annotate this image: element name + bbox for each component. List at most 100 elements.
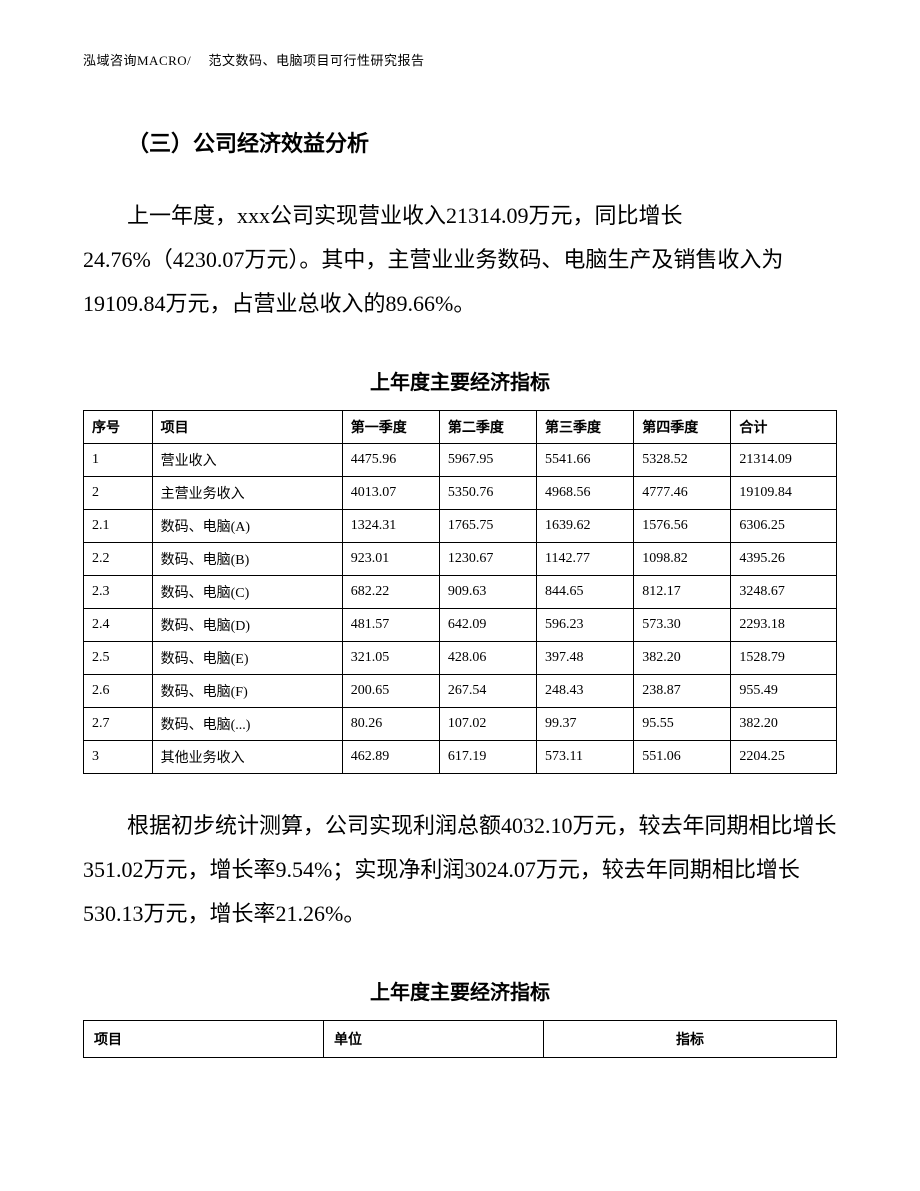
table-cell: 19109.84 xyxy=(731,476,837,509)
table1-body: 1营业收入4475.965967.955541.665328.5221314.0… xyxy=(84,443,837,773)
table1: 序号 项目 第一季度 第二季度 第三季度 第四季度 合计 1营业收入4475.9… xyxy=(83,410,837,774)
table-cell: 573.11 xyxy=(537,740,634,773)
table2: 项目 单位 指标 xyxy=(83,1020,837,1058)
table-cell: 5328.52 xyxy=(634,443,731,476)
table1-h5: 第四季度 xyxy=(634,410,731,443)
table-cell: 596.23 xyxy=(537,608,634,641)
table-cell: 321.05 xyxy=(342,641,439,674)
table-cell: 2293.18 xyxy=(731,608,837,641)
page-header: 泓域咨询MACRO/ 范文数码、电脑项目可行性研究报告 xyxy=(83,50,837,69)
table-cell: 其他业务收入 xyxy=(152,740,342,773)
table1-h6: 合计 xyxy=(731,410,837,443)
table-cell: 382.20 xyxy=(634,641,731,674)
table-cell: 428.06 xyxy=(439,641,536,674)
table1-h4: 第三季度 xyxy=(537,410,634,443)
section-heading: （三）公司经济效益分析 xyxy=(83,124,837,164)
table-row: 2.2数码、电脑(B)923.011230.671142.771098.8243… xyxy=(84,542,837,575)
table-cell: 4395.26 xyxy=(731,542,837,575)
table-cell: 462.89 xyxy=(342,740,439,773)
table-cell: 2.6 xyxy=(84,674,153,707)
table-cell: 6306.25 xyxy=(731,509,837,542)
table-cell: 4777.46 xyxy=(634,476,731,509)
table-cell: 数码、电脑(...) xyxy=(152,707,342,740)
table-row: 2.1数码、电脑(A)1324.311765.751639.621576.566… xyxy=(84,509,837,542)
table-cell: 107.02 xyxy=(439,707,536,740)
table-cell: 数码、电脑(D) xyxy=(152,608,342,641)
table-cell: 2.5 xyxy=(84,641,153,674)
table2-h0: 项目 xyxy=(84,1020,324,1057)
table-row: 2.3数码、电脑(C)682.22909.63844.65812.173248.… xyxy=(84,575,837,608)
table1-h2: 第一季度 xyxy=(342,410,439,443)
table-cell: 21314.09 xyxy=(731,443,837,476)
table-cell: 573.30 xyxy=(634,608,731,641)
table2-header-row: 项目 单位 指标 xyxy=(84,1020,837,1057)
table-cell: 5967.95 xyxy=(439,443,536,476)
table-cell: 642.09 xyxy=(439,608,536,641)
table2-h1: 单位 xyxy=(324,1020,544,1057)
table-cell: 5541.66 xyxy=(537,443,634,476)
table1-h0: 序号 xyxy=(84,410,153,443)
table-row: 2.6数码、电脑(F)200.65267.54248.43238.87955.4… xyxy=(84,674,837,707)
table-cell: 2.7 xyxy=(84,707,153,740)
table-cell: 5350.76 xyxy=(439,476,536,509)
table-row: 3其他业务收入462.89617.19573.11551.062204.25 xyxy=(84,740,837,773)
paragraph-1: 上一年度，xxx公司实现营业收入21314.09万元，同比增长24.76%（42… xyxy=(83,194,837,326)
table-cell: 99.37 xyxy=(537,707,634,740)
table-cell: 1 xyxy=(84,443,153,476)
table-cell: 1528.79 xyxy=(731,641,837,674)
table-cell: 3 xyxy=(84,740,153,773)
table-cell: 909.63 xyxy=(439,575,536,608)
table-cell: 238.87 xyxy=(634,674,731,707)
table1-h1: 项目 xyxy=(152,410,342,443)
table-cell: 267.54 xyxy=(439,674,536,707)
table-cell: 1142.77 xyxy=(537,542,634,575)
table-row: 2.5数码、电脑(E)321.05428.06397.48382.201528.… xyxy=(84,641,837,674)
table-cell: 数码、电脑(F) xyxy=(152,674,342,707)
table-cell: 80.26 xyxy=(342,707,439,740)
table-cell: 397.48 xyxy=(537,641,634,674)
table-cell: 1765.75 xyxy=(439,509,536,542)
table-cell: 3248.67 xyxy=(731,575,837,608)
table-cell: 844.65 xyxy=(537,575,634,608)
table-cell: 数码、电脑(C) xyxy=(152,575,342,608)
table-row: 2.7数码、电脑(...)80.26107.0299.3795.55382.20 xyxy=(84,707,837,740)
paragraph-2: 根据初步统计测算，公司实现利润总额4032.10万元，较去年同期相比增长351.… xyxy=(83,804,837,936)
table-row: 2.4数码、电脑(D)481.57642.09596.23573.302293.… xyxy=(84,608,837,641)
table-cell: 955.49 xyxy=(731,674,837,707)
table-cell: 1324.31 xyxy=(342,509,439,542)
table1-title: 上年度主要经济指标 xyxy=(83,366,837,395)
table-cell: 1639.62 xyxy=(537,509,634,542)
table-cell: 1230.67 xyxy=(439,542,536,575)
table-cell: 2 xyxy=(84,476,153,509)
table1-header-row: 序号 项目 第一季度 第二季度 第三季度 第四季度 合计 xyxy=(84,410,837,443)
table-cell: 2.1 xyxy=(84,509,153,542)
table-cell: 2204.25 xyxy=(731,740,837,773)
table-cell: 481.57 xyxy=(342,608,439,641)
table-cell: 1098.82 xyxy=(634,542,731,575)
table-cell: 2.3 xyxy=(84,575,153,608)
table-cell: 2.4 xyxy=(84,608,153,641)
table2-title: 上年度主要经济指标 xyxy=(83,976,837,1005)
table-cell: 主营业务收入 xyxy=(152,476,342,509)
table1-h3: 第二季度 xyxy=(439,410,536,443)
table-cell: 数码、电脑(A) xyxy=(152,509,342,542)
table-cell: 682.22 xyxy=(342,575,439,608)
table-cell: 923.01 xyxy=(342,542,439,575)
table-cell: 1576.56 xyxy=(634,509,731,542)
table-cell: 382.20 xyxy=(731,707,837,740)
table-cell: 617.19 xyxy=(439,740,536,773)
table-cell: 数码、电脑(E) xyxy=(152,641,342,674)
table-cell: 4968.56 xyxy=(537,476,634,509)
table-cell: 551.06 xyxy=(634,740,731,773)
table-cell: 4475.96 xyxy=(342,443,439,476)
table-cell: 2.2 xyxy=(84,542,153,575)
table-row: 1营业收入4475.965967.955541.665328.5221314.0… xyxy=(84,443,837,476)
table-cell: 248.43 xyxy=(537,674,634,707)
table-cell: 200.65 xyxy=(342,674,439,707)
table2-h2: 指标 xyxy=(544,1020,837,1057)
table-cell: 数码、电脑(B) xyxy=(152,542,342,575)
table-cell: 营业收入 xyxy=(152,443,342,476)
table-cell: 95.55 xyxy=(634,707,731,740)
table-cell: 4013.07 xyxy=(342,476,439,509)
table-row: 2主营业务收入4013.075350.764968.564777.4619109… xyxy=(84,476,837,509)
